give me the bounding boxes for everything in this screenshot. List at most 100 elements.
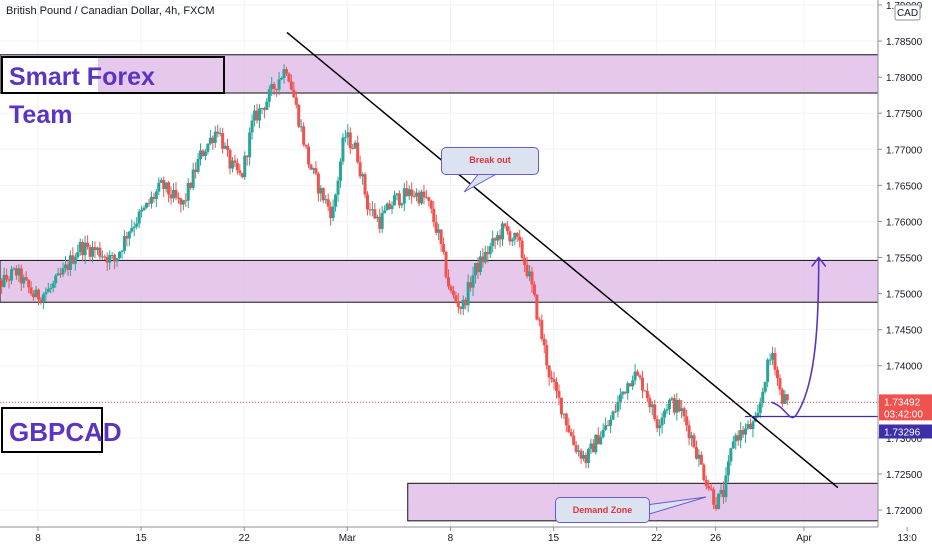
candle-body xyxy=(442,244,446,253)
candle-body xyxy=(469,282,473,288)
candle-body xyxy=(739,430,743,441)
projection-arrow xyxy=(771,257,820,419)
candle-body xyxy=(103,256,107,258)
candle-body xyxy=(46,288,50,293)
candle-body xyxy=(363,174,367,195)
price-tick-label: 1.73000 xyxy=(886,434,923,445)
candle-body xyxy=(5,274,9,280)
candle-body xyxy=(108,254,112,263)
price-tick-label: 1.78000 xyxy=(886,73,923,84)
candle-body xyxy=(206,143,210,152)
candle-body xyxy=(518,236,522,241)
candle-body xyxy=(351,148,355,150)
candle-body xyxy=(105,257,109,263)
countdown-value: 03:42:00 xyxy=(884,409,923,420)
candle-body xyxy=(505,226,509,232)
candle-body xyxy=(292,89,296,98)
candle-body xyxy=(545,345,549,366)
candle-body xyxy=(476,263,480,273)
candle-body xyxy=(164,182,168,189)
candle-body xyxy=(761,391,765,404)
candle-body xyxy=(785,394,789,401)
candle-body xyxy=(326,199,330,207)
candle-body xyxy=(424,197,428,199)
candle-body xyxy=(277,79,281,90)
candle-body xyxy=(321,188,325,201)
candle-body xyxy=(478,256,482,273)
pair-label: GBPCAD xyxy=(1,407,122,453)
projection-arrow-head xyxy=(811,256,827,267)
candle-body xyxy=(658,425,662,429)
candle-body xyxy=(59,273,63,275)
candle-body xyxy=(537,319,541,321)
candle-body xyxy=(702,464,706,481)
candle-body xyxy=(253,110,257,121)
candle-body xyxy=(704,480,708,487)
candle-body xyxy=(400,203,404,206)
candle-body xyxy=(373,209,377,219)
candle-body xyxy=(547,365,551,378)
time-tick-label: 22 xyxy=(651,533,663,544)
price-tick-label: 1.75000 xyxy=(886,290,923,301)
candle-body xyxy=(771,353,775,360)
candle-body xyxy=(648,398,652,408)
candle-body xyxy=(142,207,146,211)
candle-body xyxy=(692,435,696,448)
candle-body xyxy=(272,83,276,89)
candle-body xyxy=(383,210,387,214)
candle-body xyxy=(714,504,718,509)
candle-body xyxy=(73,257,77,264)
candle-body xyxy=(525,264,529,277)
candle-body xyxy=(289,81,293,90)
price-tick-label: 1.75500 xyxy=(886,254,923,265)
candle-body xyxy=(535,294,539,320)
price-tick-label: 1.78500 xyxy=(886,37,923,48)
price-axis xyxy=(878,0,932,550)
candle-body xyxy=(353,142,357,149)
candle-body xyxy=(542,338,546,346)
candle-body xyxy=(498,235,502,240)
candle-body xyxy=(564,413,568,426)
candle-body xyxy=(584,454,588,464)
candle-body xyxy=(14,268,18,276)
candle-body xyxy=(309,164,313,170)
candle-body xyxy=(488,246,492,255)
candle-body xyxy=(348,132,352,149)
candle-body xyxy=(270,83,274,90)
candle-body xyxy=(466,282,470,306)
candle-body xyxy=(388,203,392,209)
level-price-tag xyxy=(879,424,932,439)
candle-body xyxy=(2,274,6,287)
candle-body xyxy=(41,294,45,303)
candle-body xyxy=(510,239,514,242)
candle-body xyxy=(196,158,200,172)
candle-body xyxy=(44,292,48,295)
candle-body xyxy=(579,450,583,459)
candle-body xyxy=(137,211,141,224)
candle-body xyxy=(167,182,171,195)
candle-body xyxy=(437,229,441,233)
candle-body xyxy=(76,252,80,258)
candle-body xyxy=(432,208,436,223)
candle-body xyxy=(27,280,31,288)
candle-body xyxy=(621,391,625,395)
candle-body xyxy=(39,299,43,303)
candle-body xyxy=(636,371,640,376)
candle-body xyxy=(34,289,38,298)
candle-body xyxy=(226,145,230,150)
candle-body xyxy=(71,255,75,264)
candle-body xyxy=(154,191,158,200)
candle-body xyxy=(569,432,573,436)
candle-body xyxy=(746,424,750,429)
candle-body xyxy=(280,78,284,80)
candle-body xyxy=(567,425,571,433)
candle-body xyxy=(481,256,485,263)
candle-body xyxy=(709,488,713,490)
candle-body xyxy=(606,425,610,427)
candle-body xyxy=(690,435,694,439)
candle-body xyxy=(110,254,114,256)
candle-body xyxy=(191,169,195,188)
candle-body xyxy=(550,377,554,380)
candle-body xyxy=(331,206,335,219)
